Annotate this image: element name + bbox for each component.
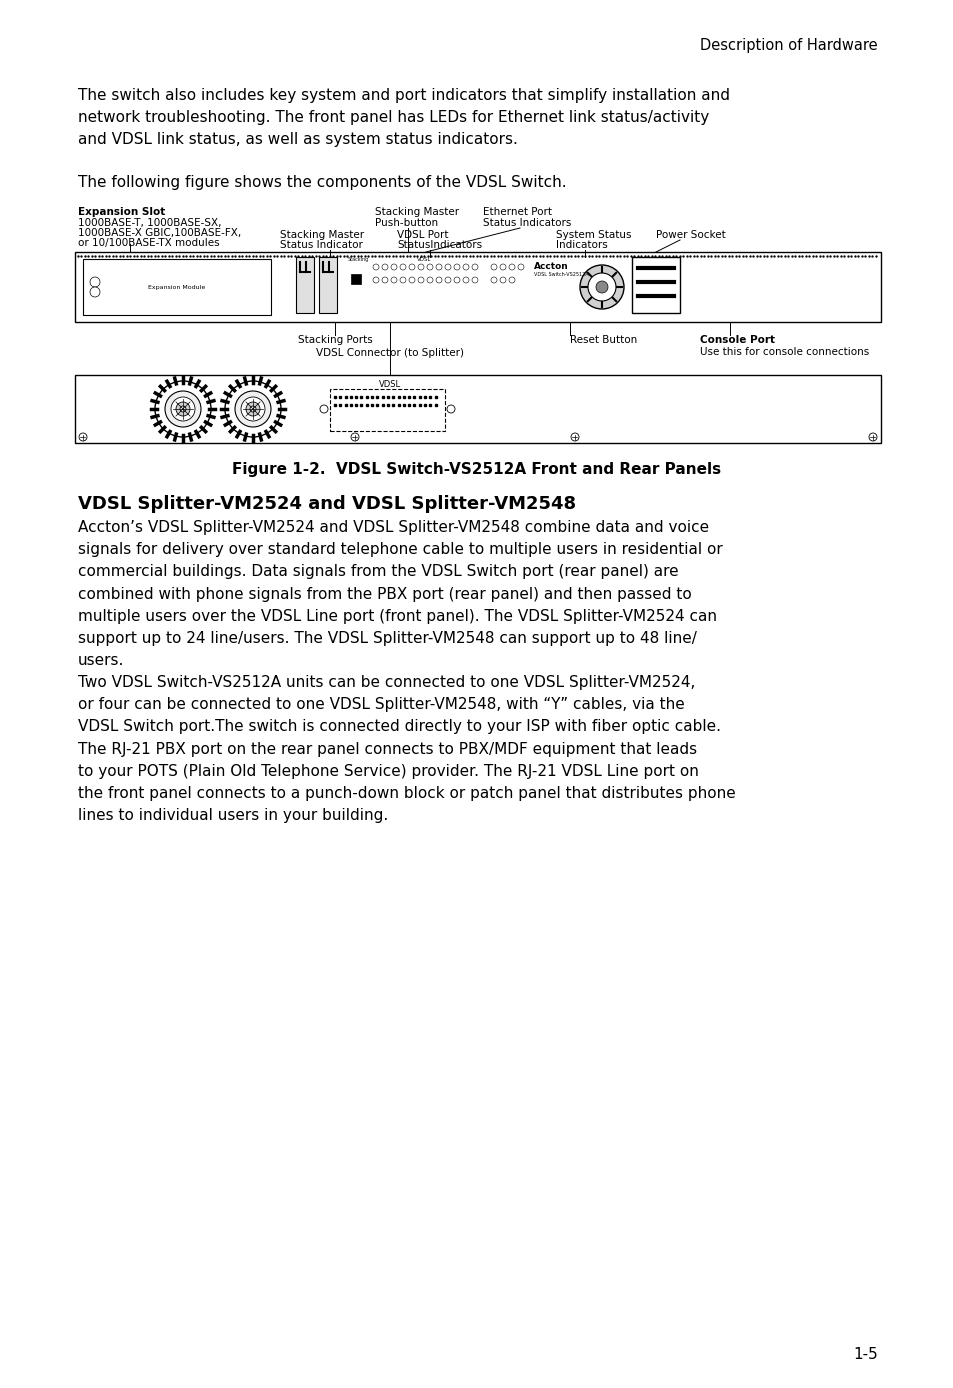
Circle shape [587, 273, 616, 301]
Bar [295, 257, 314, 314]
Circle shape [499, 264, 505, 271]
Circle shape [462, 264, 469, 271]
Text: 1000BASE-T, 1000BASE-SX,: 1000BASE-T, 1000BASE-SX, [78, 218, 221, 228]
Circle shape [381, 278, 388, 283]
Circle shape [436, 264, 441, 271]
Circle shape [509, 278, 515, 283]
Circle shape [90, 287, 100, 297]
Text: Status Indicator: Status Indicator [280, 240, 362, 250]
Circle shape [391, 264, 396, 271]
Circle shape [409, 278, 415, 283]
Circle shape [499, 278, 505, 283]
Circle shape [246, 403, 260, 416]
Circle shape [180, 407, 186, 412]
Text: Stacking Ports: Stacking Ports [297, 335, 372, 346]
Circle shape [454, 278, 459, 283]
Circle shape [417, 278, 423, 283]
Text: Two VDSL Switch-VS2512A units can be connected to one VDSL Splitter-VM2524,
or f: Two VDSL Switch-VS2512A units can be con… [78, 675, 735, 823]
Text: VDSL Port: VDSL Port [396, 230, 448, 240]
Text: Status Indicators: Status Indicators [482, 218, 571, 228]
Text: Indicators: Indicators [556, 240, 607, 250]
Text: VDSL: VDSL [378, 380, 400, 389]
Circle shape [417, 264, 423, 271]
Text: VDSL Connector (to Splitter): VDSL Connector (to Splitter) [315, 348, 463, 358]
Text: System Status: System Status [556, 230, 631, 240]
Circle shape [472, 278, 477, 283]
Circle shape [491, 264, 497, 271]
Text: Use this for console connections: Use this for console connections [700, 347, 868, 357]
Circle shape [462, 278, 469, 283]
Circle shape [447, 405, 455, 414]
Circle shape [596, 280, 607, 293]
Bar [75, 375, 880, 443]
Circle shape [175, 403, 190, 416]
Text: Expansion Module: Expansion Module [149, 285, 206, 290]
Circle shape [381, 264, 388, 271]
Circle shape [225, 380, 281, 437]
Circle shape [571, 433, 578, 441]
Text: 1000BASE-X GBIC,100BASE-FX,: 1000BASE-X GBIC,100BASE-FX, [78, 228, 241, 237]
Circle shape [444, 264, 451, 271]
Text: Accton: Accton [534, 262, 568, 271]
Circle shape [79, 433, 87, 441]
Circle shape [234, 391, 271, 428]
Text: Stacking: Stacking [347, 257, 368, 262]
Text: The switch also includes key system and port indicators that simplify installati: The switch also includes key system and … [78, 87, 729, 147]
Bar [75, 253, 880, 322]
Text: VDSL Switch-VS2512A: VDSL Switch-VS2512A [534, 272, 588, 278]
Text: VDSL Splitter-VM2524 and VDSL Splitter-VM2548: VDSL Splitter-VM2524 and VDSL Splitter-V… [78, 496, 576, 514]
Circle shape [250, 407, 255, 412]
Circle shape [373, 278, 378, 283]
Circle shape [472, 264, 477, 271]
Circle shape [436, 278, 441, 283]
Circle shape [399, 278, 406, 283]
Bar [318, 257, 336, 314]
Circle shape [319, 405, 328, 414]
Circle shape [373, 264, 378, 271]
Text: StatusIndicators: StatusIndicators [396, 240, 481, 250]
Text: Stacking Master: Stacking Master [375, 207, 458, 217]
Circle shape [491, 278, 497, 283]
Circle shape [165, 391, 201, 428]
Text: Expansion Slot: Expansion Slot [78, 207, 165, 217]
Circle shape [509, 264, 515, 271]
Bar [330, 389, 444, 432]
Bar [631, 257, 679, 314]
Circle shape [579, 265, 623, 310]
Circle shape [517, 264, 523, 271]
Text: Accton’s VDSL Splitter-VM2524 and VDSL Splitter-VM2548 combine data and voice
si: Accton’s VDSL Splitter-VM2524 and VDSL S… [78, 520, 722, 668]
Text: or 10/100BASE-TX modules: or 10/100BASE-TX modules [78, 237, 219, 248]
Circle shape [409, 264, 415, 271]
Circle shape [399, 264, 406, 271]
Circle shape [868, 433, 876, 441]
Text: Figure 1-2.  VDSL Switch-VS2512A Front and Rear Panels: Figure 1-2. VDSL Switch-VS2512A Front an… [233, 462, 720, 477]
Circle shape [454, 264, 459, 271]
Text: Description of Hardware: Description of Hardware [700, 37, 877, 53]
Circle shape [171, 397, 194, 421]
Circle shape [444, 278, 451, 283]
Text: Power Socket: Power Socket [656, 230, 725, 240]
Circle shape [427, 278, 433, 283]
Circle shape [241, 397, 265, 421]
Circle shape [154, 380, 211, 437]
Text: Push-button: Push-button [375, 218, 437, 228]
Text: Reset Button: Reset Button [569, 335, 637, 346]
Text: 1-5: 1-5 [852, 1346, 877, 1362]
Bar [351, 273, 360, 285]
Circle shape [427, 264, 433, 271]
Text: Stacking Master: Stacking Master [280, 230, 364, 240]
Text: VDSL: VDSL [416, 257, 431, 262]
Text: Ethernet Port: Ethernet Port [482, 207, 552, 217]
Circle shape [391, 278, 396, 283]
Bar [83, 260, 271, 315]
Circle shape [90, 278, 100, 287]
Circle shape [351, 433, 358, 441]
Text: Console Port: Console Port [700, 335, 774, 346]
Text: The following figure shows the components of the VDSL Switch.: The following figure shows the component… [78, 175, 566, 190]
